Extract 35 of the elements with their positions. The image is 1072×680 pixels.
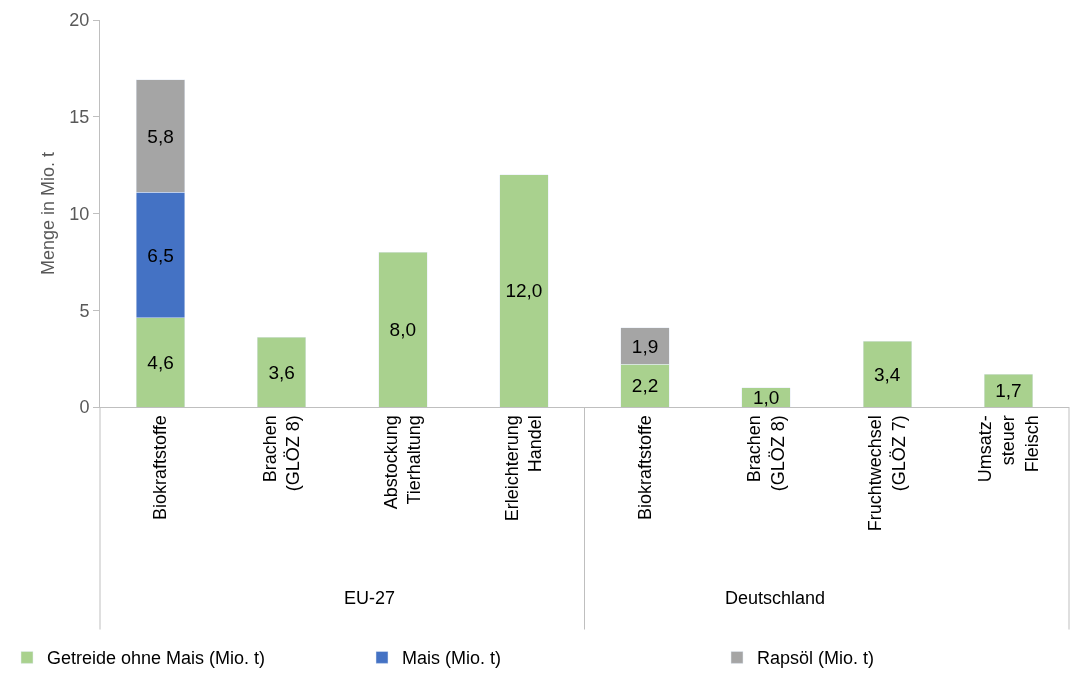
y-tick-label: 10 [69,203,90,224]
legend-label: Getreide ohne Mais (Mio. t) [47,648,266,669]
legend-label: Mais (Mio. t) [402,648,501,669]
bar [257,337,307,407]
x-tick-label: Brachen (GLÖZ 8) [744,415,788,492]
data-label: 12,0 [505,280,543,302]
bar [499,174,549,407]
text: Deutschland [725,588,826,608]
x-tick-label: Abstockung Tierhaltung [380,415,425,510]
data-label: 6,5 [147,244,174,266]
x-tick-label: Erleichterung Handel [502,415,546,522]
y-axis-title: Menge in Mio. t [37,151,58,276]
x-tick-label: Biokraftstoffe [150,415,171,520]
data-label: 3,6 [268,361,295,383]
bar [862,340,912,407]
y-tick-label: 5 [79,300,90,321]
data-label: 1,9 [631,335,659,357]
legend-label: Rapsöl (Mio. t) [757,648,875,669]
y-tick-label: 15 [69,107,90,128]
data-label: 4,6 [147,351,174,373]
x-tick-label: Brachen (GLÖZ 8) [259,415,304,492]
data-label: 5,8 [147,125,174,147]
x-tick-label: Biokraftstoffe [634,415,655,520]
data-label: 8,0 [389,319,417,341]
data-label: 1,7 [995,380,1022,402]
data-label: 3,4 [873,363,901,385]
text: EU-27 [344,588,396,608]
y-tick-label: 0 [79,397,90,418]
y-tick-label: 20 [69,10,90,31]
data-label: 1,0 [752,386,780,408]
x-tick-label: Umsatz- steuer Fleisch [974,415,1042,483]
bar [983,373,1033,407]
data-label: 2,2 [631,375,659,397]
x-tick-label: Fruchtwechsel (GLÖZ 7) [865,415,909,532]
bar [378,251,428,407]
